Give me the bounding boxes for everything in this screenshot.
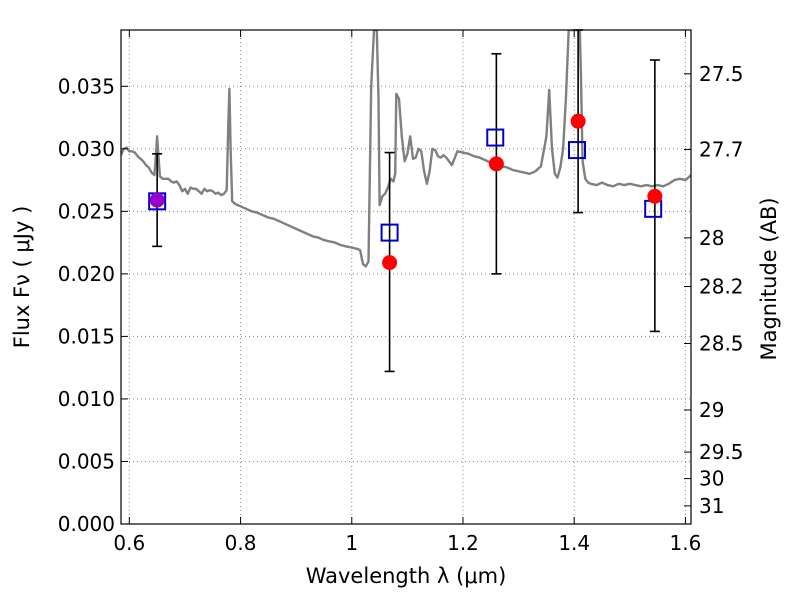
y-tick-label: 0.025 bbox=[58, 199, 115, 223]
spectrum-line bbox=[121, 30, 691, 268]
y2-axis-label: Magnitude (AB) bbox=[757, 197, 781, 360]
observed-point bbox=[382, 255, 398, 271]
x-axis-label: Wavelength λ (μm) bbox=[306, 564, 507, 588]
y-tick-label: 0.005 bbox=[58, 449, 115, 473]
observed-series bbox=[149, 113, 663, 271]
model-series bbox=[148, 128, 663, 242]
model-point bbox=[486, 128, 505, 147]
y-tick-label: 0.015 bbox=[58, 324, 115, 348]
y-tick-labels: 0.000 0.005 0.010 0.015 0.020 0.025 0.030 0.035 bbox=[58, 74, 115, 536]
y2-tick-label: 28.5 bbox=[699, 332, 744, 356]
x-tick-label: 0.8 bbox=[225, 531, 257, 555]
y-axis-label: Flux Fν ( μJy ) bbox=[10, 206, 34, 349]
y-tick-label: 0.000 bbox=[58, 512, 115, 536]
observed-point bbox=[647, 188, 663, 204]
plot-frame bbox=[120, 29, 692, 525]
y-tick-label: 0.030 bbox=[58, 137, 115, 161]
model-point bbox=[568, 141, 586, 160]
y2-tick-label: 28.2 bbox=[699, 275, 744, 299]
y-tick-label: 0.020 bbox=[58, 262, 115, 286]
grid bbox=[121, 30, 691, 525]
observed-point bbox=[570, 113, 586, 129]
x-tick-label: 1.6 bbox=[670, 531, 702, 555]
x-tick-label: 1 bbox=[345, 531, 358, 555]
y2-tick-label: 28 bbox=[699, 226, 724, 250]
errorbar-series bbox=[152, 29, 660, 373]
model-point bbox=[380, 223, 399, 242]
observed-point bbox=[149, 192, 165, 208]
y2-tick-label: 29 bbox=[699, 398, 724, 422]
y2-tick-label: 29.5 bbox=[699, 440, 744, 464]
y2-tick-label: 30 bbox=[699, 467, 724, 491]
y2-tick-labels: 27.5 27.7 28 28.2 28.5 29 29.5 30 31 bbox=[699, 62, 744, 518]
y2-tick-label: 27.7 bbox=[699, 137, 744, 161]
x-tick-label: 0.6 bbox=[113, 531, 145, 555]
x-tick-label: 1.2 bbox=[447, 531, 479, 555]
y-tick-label: 0.010 bbox=[58, 387, 115, 411]
axis-ticks bbox=[121, 30, 691, 525]
spectrum-series bbox=[121, 30, 691, 268]
y2-tick-label: 31 bbox=[699, 494, 724, 518]
y-tick-label: 0.035 bbox=[58, 74, 115, 98]
x-tick-label: 1.4 bbox=[558, 531, 590, 555]
observed-point bbox=[488, 156, 504, 172]
y2-tick-label: 27.5 bbox=[699, 62, 744, 86]
x-tick-labels: 0.6 0.8 1 1.2 1.4 1.6 bbox=[113, 531, 701, 555]
